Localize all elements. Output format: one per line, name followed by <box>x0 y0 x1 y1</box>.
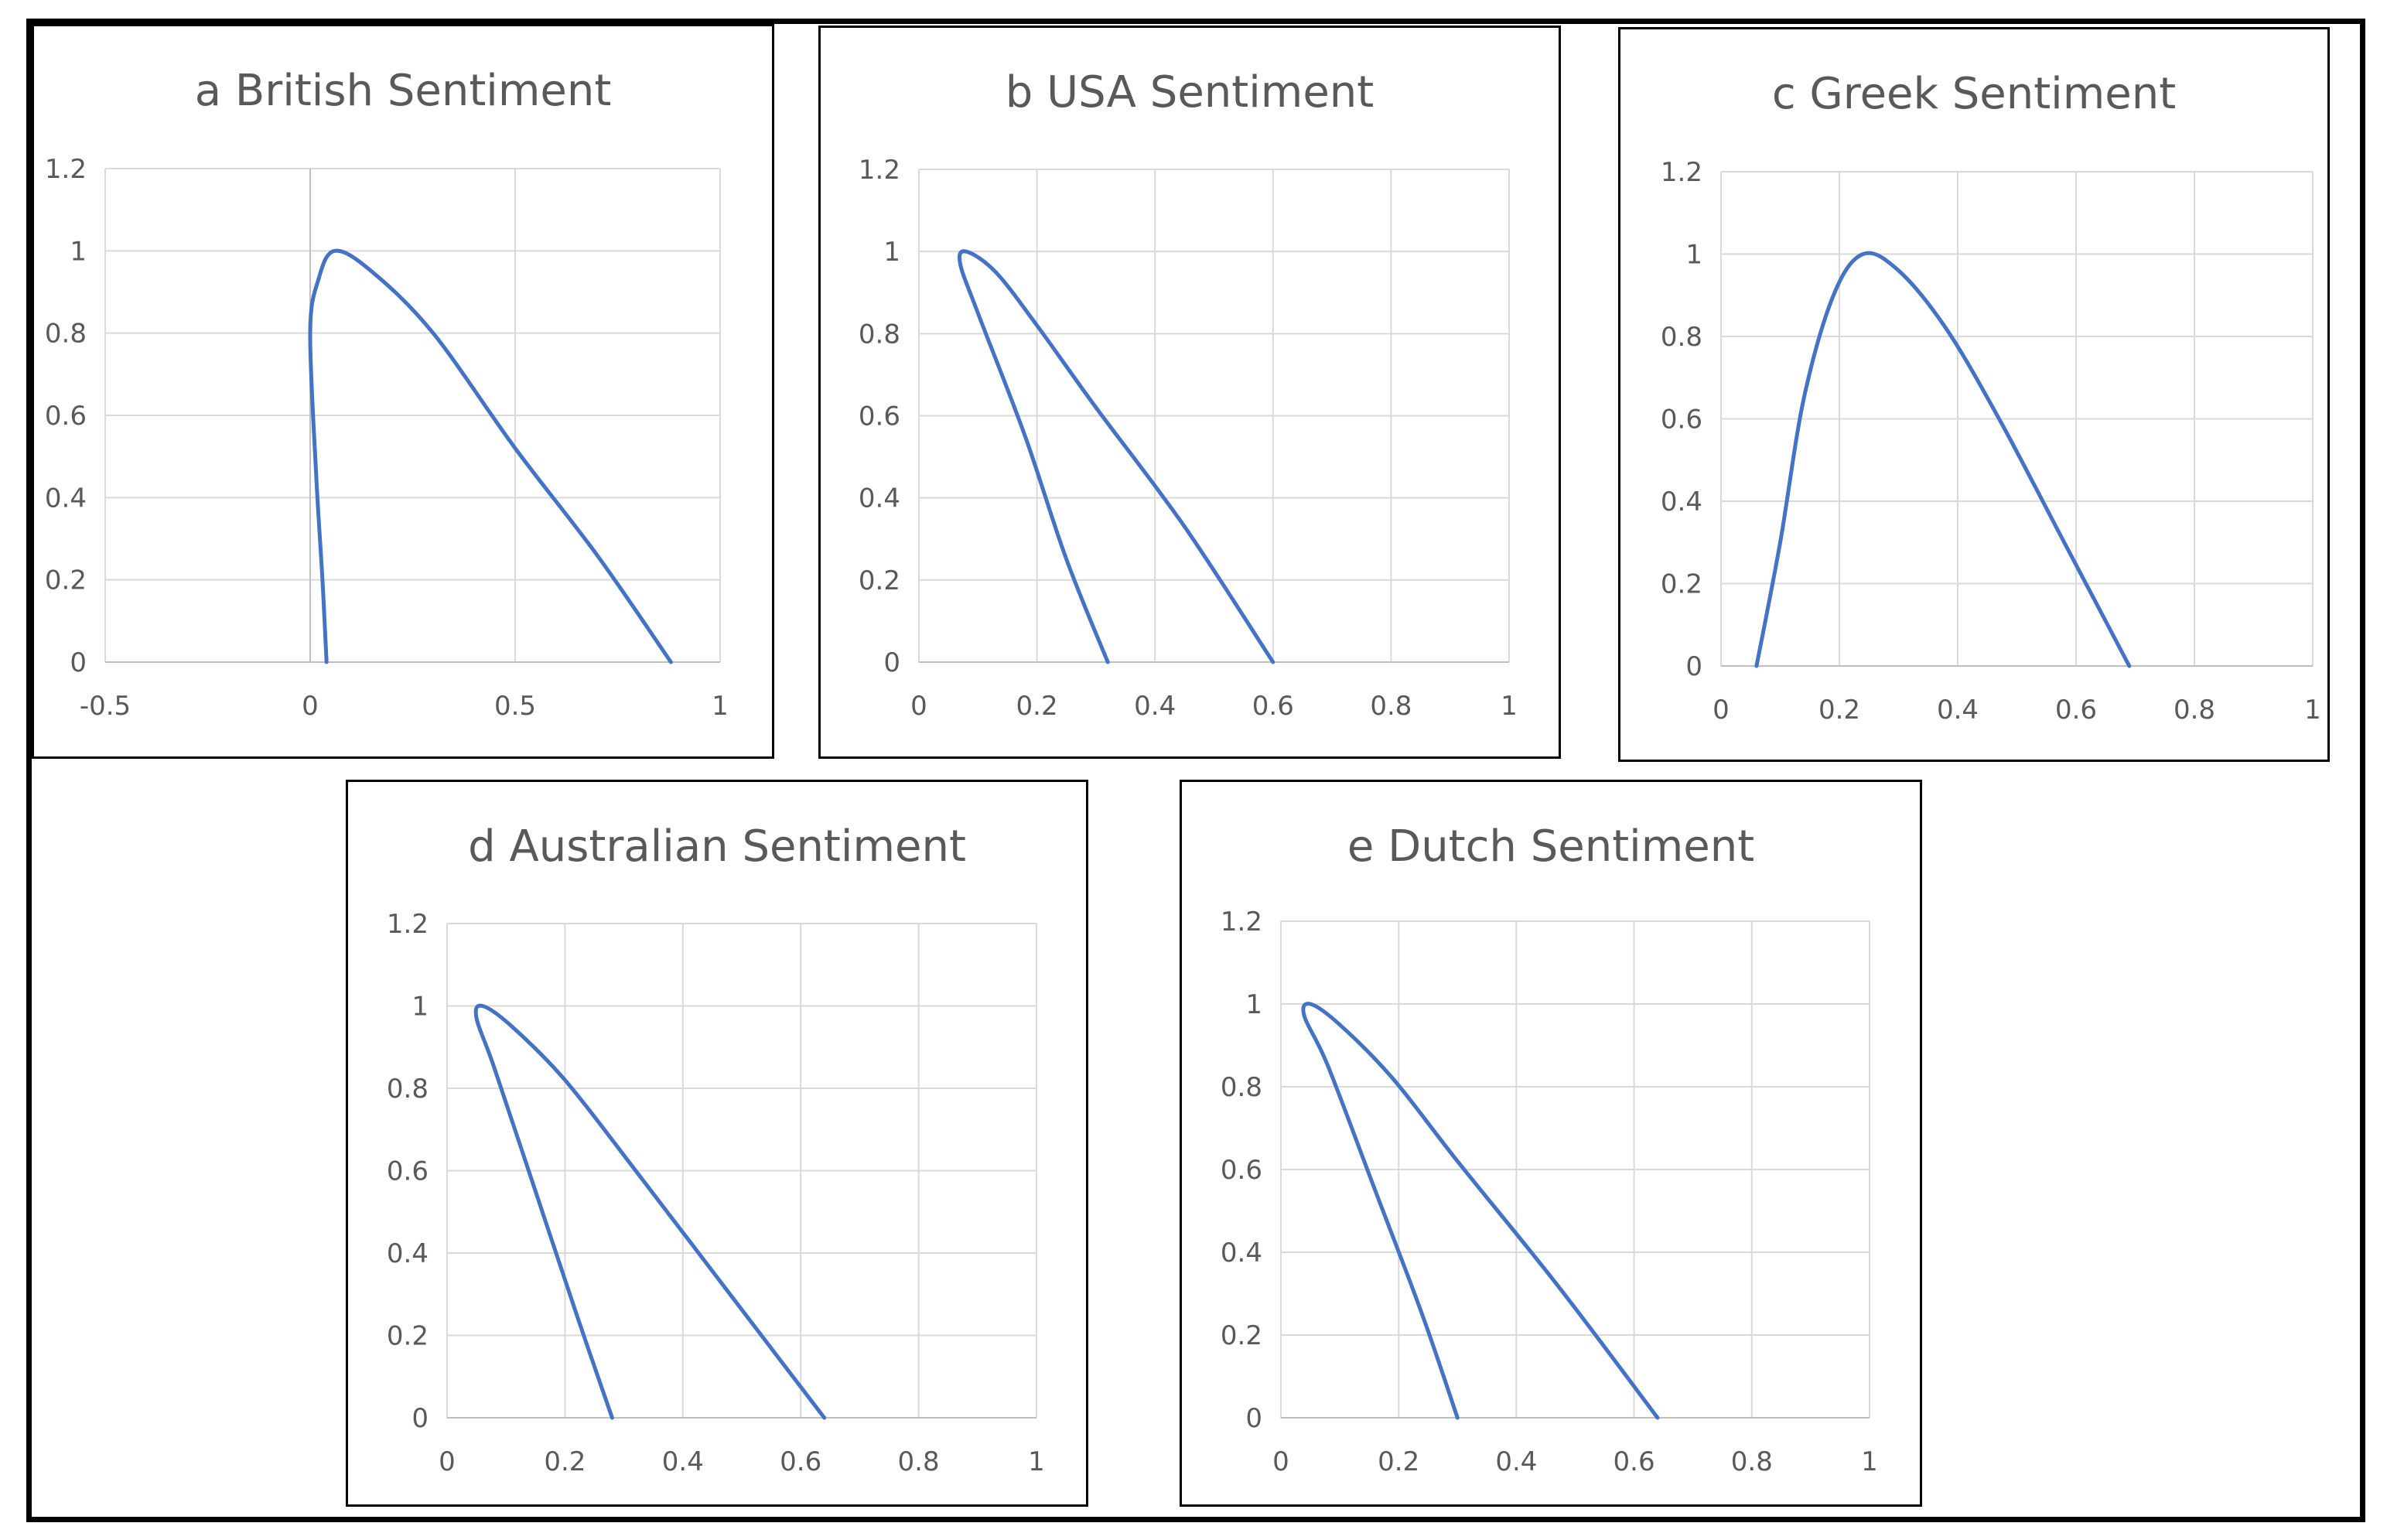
x-tick-label: 0.8 <box>2174 695 2215 726</box>
chart-svg: e Dutch Sentiment 0 0.2 0.4 0.6 0.8 1 1.2 0 0.2 0.… <box>1221 821 1878 1477</box>
series-line <box>308 248 673 664</box>
y-tick-label: 0.6 <box>1661 405 1702 435</box>
y-tick-label: 0.4 <box>45 483 87 514</box>
y-tick-label: 0 <box>883 647 900 678</box>
y-tick-label: 1.2 <box>1661 157 1702 188</box>
x-tick-label: 0 <box>302 691 319 722</box>
y-tick-label: 1 <box>883 237 900 268</box>
chart-panel-d: d Australian Sentiment 0 0.2 0.4 0.6 0.8 1 1.2 0… <box>346 780 1088 1507</box>
y-tick-label: 0.8 <box>1661 322 1702 353</box>
chart-svg: a British Sentiment 0 0.2 0.4 0.6 0.8 1 1.2 -0.5… <box>45 66 729 722</box>
x-tick-label: 0 <box>1272 1446 1289 1477</box>
y-tick-label: 0.6 <box>859 401 900 432</box>
x-tick-label: 0.8 <box>1370 691 1412 722</box>
x-tick-label: 0 <box>910 691 927 722</box>
y-tick-label: 0.8 <box>1221 1072 1262 1103</box>
x-tick-label: 1 <box>2304 695 2321 726</box>
y-tick-label: 1 <box>411 992 429 1023</box>
y-tick-label: 0.4 <box>1661 487 1702 517</box>
x-tick-label: 0.2 <box>1378 1446 1419 1477</box>
chart-svg: b USA Sentiment 0 0.2 0.4 0.6 0.8 1 1.2 0 0.2 0.4 0… <box>859 67 1518 722</box>
y-tick-label: 0.2 <box>1661 569 1702 600</box>
series-line <box>957 249 1275 664</box>
chart-title: a British Sentiment <box>195 66 612 116</box>
x-tick-label: 1 <box>712 691 729 722</box>
y-tick-label: 1.2 <box>45 154 87 185</box>
chart-panel-b: b USA Sentiment 0 0.2 0.4 0.6 0.8 1 1.2 0 0.2 0.4 0… <box>818 26 1561 759</box>
y-tick-label: 0 <box>411 1403 429 1434</box>
y-tick-label: 1.2 <box>387 909 429 940</box>
x-tick-label: 1 <box>1028 1446 1045 1477</box>
x-tick-label: 0 <box>1713 695 1730 726</box>
y-tick-label: 0.8 <box>859 319 900 350</box>
y-tick-label: 0.2 <box>387 1321 429 1352</box>
x-tick-label: 0.8 <box>1731 1446 1773 1477</box>
y-tick-label: 0 <box>1245 1403 1262 1434</box>
y-tick-label: 0.2 <box>1221 1320 1262 1351</box>
y-tick-label: 1 <box>70 236 87 267</box>
figure-frame: a British Sentiment 0 0.2 0.4 0.6 0.8 1 1.2 -0.5… <box>26 19 2365 1522</box>
x-tick-label: 0.6 <box>2055 695 2097 726</box>
y-tick-label: 1 <box>1245 989 1262 1020</box>
x-tick-label: -0.5 <box>80 691 131 722</box>
x-tick-label: 0.4 <box>1495 1446 1537 1477</box>
series-line <box>473 1003 827 1420</box>
chart-svg: d Australian Sentiment 0 0.2 0.4 0.6 0.8 1 1.2 0… <box>387 821 1045 1477</box>
x-tick-label: 0.2 <box>1016 691 1058 722</box>
x-tick-label: 0.4 <box>1937 695 1979 726</box>
y-tick-label: 0.2 <box>45 565 87 596</box>
y-tick-label: 1.2 <box>859 155 900 186</box>
y-tick-label: 0.2 <box>859 565 900 596</box>
x-tick-label: 0.2 <box>544 1446 586 1477</box>
y-tick-label: 0 <box>70 647 87 678</box>
y-tick-label: 0 <box>1685 651 1702 682</box>
series-line <box>1301 1002 1660 1420</box>
x-tick-label: 0.8 <box>898 1446 940 1477</box>
chart-title: d Australian Sentiment <box>468 821 966 872</box>
y-tick-label: 0.8 <box>45 319 87 350</box>
x-tick-label: 0.4 <box>1134 691 1176 722</box>
x-tick-label: 0.6 <box>1614 1446 1655 1477</box>
chart-svg: c Greek Sentiment 0 0.2 0.4 0.6 0.8 1 1.2 0 0.2 0.… <box>1661 69 2321 726</box>
y-tick-label: 0.6 <box>45 401 87 432</box>
y-tick-label: 0.6 <box>387 1156 429 1187</box>
y-tick-label: 0.4 <box>1221 1238 1262 1269</box>
series-line <box>1754 251 2132 668</box>
x-tick-label: 0.6 <box>780 1446 821 1477</box>
chart-panel-a: a British Sentiment 0 0.2 0.4 0.6 0.8 1 1.2 -0.5… <box>32 24 774 759</box>
chart-title: c Greek Sentiment <box>1772 69 2176 119</box>
chart-panel-e: e Dutch Sentiment 0 0.2 0.4 0.6 0.8 1 1.2 0 0.2 0.… <box>1180 780 1922 1507</box>
x-tick-label: 1 <box>1501 691 1518 722</box>
x-tick-label: 0.2 <box>1818 695 1860 726</box>
y-tick-label: 0.4 <box>387 1238 429 1269</box>
chart-title: b USA Sentiment <box>1006 67 1374 118</box>
y-tick-label: 0.8 <box>387 1074 429 1105</box>
x-tick-label: 1 <box>1861 1446 1878 1477</box>
y-tick-label: 1.2 <box>1221 907 1262 937</box>
y-tick-label: 1 <box>1685 240 1702 271</box>
x-tick-label: 0.5 <box>494 691 536 722</box>
chart-title: e Dutch Sentiment <box>1347 821 1754 872</box>
x-tick-label: 0 <box>439 1446 456 1477</box>
chart-panel-c: c Greek Sentiment 0 0.2 0.4 0.6 0.8 1 1.2 0 0.2 0.… <box>1618 27 2330 762</box>
y-tick-label: 0.6 <box>1221 1155 1262 1186</box>
x-tick-label: 0.4 <box>662 1446 704 1477</box>
x-tick-label: 0.6 <box>1252 691 1294 722</box>
y-tick-label: 0.4 <box>859 483 900 514</box>
